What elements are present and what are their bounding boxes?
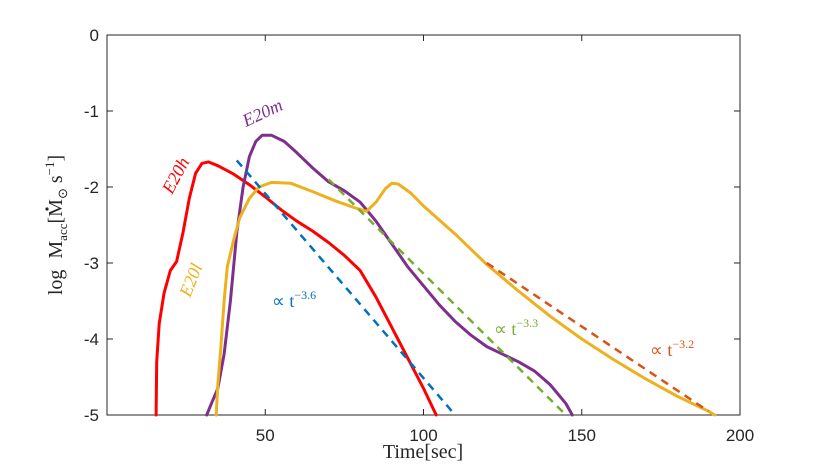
- y-axis-title: log Macc[M⊙ s−1]: [42, 155, 70, 295]
- series-group: [154, 133, 717, 417]
- y-tick-label: 0: [90, 26, 99, 45]
- y-title-exp: −1: [42, 162, 57, 176]
- fit-line-1: [327, 178, 567, 416]
- y-tick-label: -4: [84, 330, 99, 349]
- y-tick-label: -5: [84, 406, 99, 425]
- y-title-log: log: [45, 270, 67, 296]
- x-tick-label: 50: [256, 426, 275, 445]
- x-tick-label: 200: [726, 426, 754, 445]
- series-line-e20l: [214, 180, 717, 417]
- y-title-acc: acc: [55, 223, 70, 241]
- y-title-dot: [45, 207, 49, 211]
- y-tick-label: -3: [84, 254, 99, 273]
- y-title-units: [M: [45, 199, 67, 224]
- ticks: 50 100 150 200 0 -1 -2 -3 -4 -5: [84, 26, 754, 445]
- y-title-s: s: [45, 175, 67, 188]
- y-tick-label: -1: [84, 102, 99, 121]
- fit-3-2-prop: ∝ t: [650, 340, 672, 360]
- label-e20m: E20m: [238, 95, 285, 131]
- fit-3-3-exp: −3.3: [516, 316, 538, 330]
- x-tick-label: 100: [409, 426, 437, 445]
- plot-frame: [106, 34, 741, 416]
- fits-group: [235, 159, 710, 416]
- y-title-mdot: M: [45, 241, 67, 259]
- x-tick-label: 150: [568, 426, 596, 445]
- label-fit-3-6: ∝ t−3.6: [272, 288, 316, 311]
- label-e20l: E20l: [175, 260, 207, 300]
- fit-3-2-exp: −3.2: [672, 337, 694, 351]
- series-line-e20m: [205, 133, 574, 417]
- label-fit-3-3: ∝ t−3.3: [494, 316, 538, 339]
- y-title-close: ]: [45, 155, 67, 162]
- label-fit-3-2: ∝ t−3.2: [650, 337, 694, 360]
- fit-3-6-prop: ∝ t: [272, 291, 294, 311]
- label-e20h: E20h: [157, 154, 193, 198]
- series-line-e20h: [154, 160, 438, 417]
- y-tick-label: -2: [84, 178, 99, 197]
- fit-line-2: [486, 261, 710, 413]
- y-title-sun: ⊙: [55, 188, 70, 199]
- fit-3-3-prop: ∝ t: [494, 319, 516, 339]
- fit-3-6-exp: −3.6: [294, 288, 316, 302]
- svg-text:log Macc[M⊙ s−1]: log Macc[M⊙ s−1]: [42, 155, 70, 295]
- fit-line-0: [235, 159, 457, 416]
- x-axis-title: Time[sec]: [383, 441, 463, 463]
